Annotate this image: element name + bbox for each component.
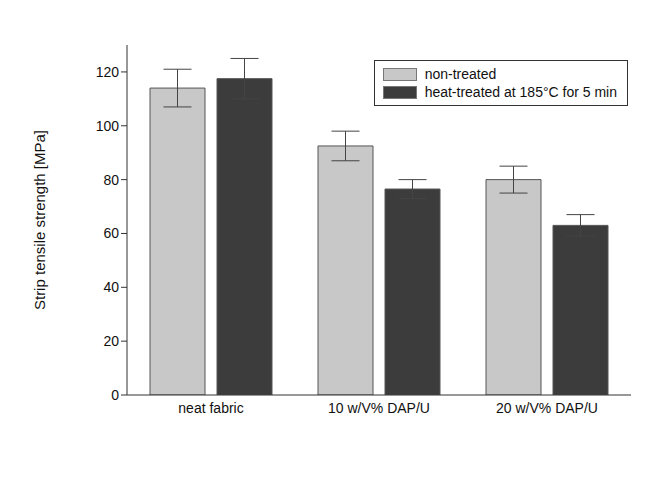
svg-text:Strip tensile strength [MPa]: Strip tensile strength [MPa] [31, 130, 48, 310]
svg-text:60: 60 [103, 225, 119, 241]
svg-text:80: 80 [103, 172, 119, 188]
svg-text:neat fabric: neat fabric [178, 400, 243, 416]
html-text:heat-treated at 185°C for 5 mi: heat-treated at 185°C for 5 min [424, 84, 617, 100]
svg-text:20: 20 [103, 333, 119, 349]
svg-text:10 w/V% DAP/U: 10 w/V% DAP/U [328, 400, 430, 416]
svg-text:20 w/V% DAP/U: 20 w/V% DAP/U [496, 400, 598, 416]
svg-text:0: 0 [111, 387, 119, 403]
svg-text:120: 120 [96, 64, 120, 80]
svg-text:40: 40 [103, 279, 119, 295]
svg-text:100: 100 [96, 118, 120, 134]
html-text:non-treated: non-treated [424, 66, 497, 82]
